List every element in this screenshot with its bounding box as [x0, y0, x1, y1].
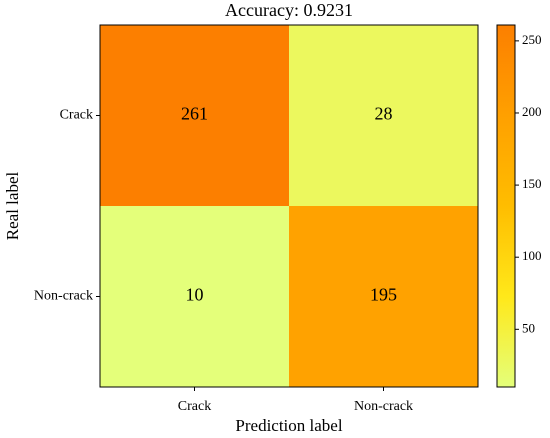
colorbar-tick-label: 250 — [522, 32, 542, 47]
colorbar-tick-label: 50 — [522, 320, 535, 335]
plot-frame — [99, 24, 479, 388]
y-tick-label: Crack — [60, 108, 93, 123]
cell-value-label: 10 — [186, 285, 204, 305]
cell-value-label: 28 — [375, 104, 393, 124]
chart-title: Accuracy: 0.9231 — [225, 0, 353, 20]
colorbar-tick-label: 200 — [522, 104, 542, 119]
x-tick-label: Crack — [178, 399, 211, 414]
cell-value-label: 261 — [181, 104, 208, 124]
colorbar-tick-label: 100 — [522, 248, 542, 263]
heatmap-cell — [289, 206, 478, 387]
colorbar-tick-label: 150 — [522, 176, 542, 191]
heatmap-cell — [100, 25, 289, 206]
colorbar — [496, 24, 516, 388]
x-tick-label: Non-crack — [354, 399, 413, 414]
y-axis-label: Real label — [3, 172, 22, 241]
x-axis-label: Prediction label — [235, 416, 342, 435]
heatmap-cell — [289, 25, 478, 206]
heatmap-cell — [100, 206, 289, 387]
cell-value-label: 195 — [370, 285, 397, 305]
y-tick-label: Non-crack — [34, 289, 93, 304]
